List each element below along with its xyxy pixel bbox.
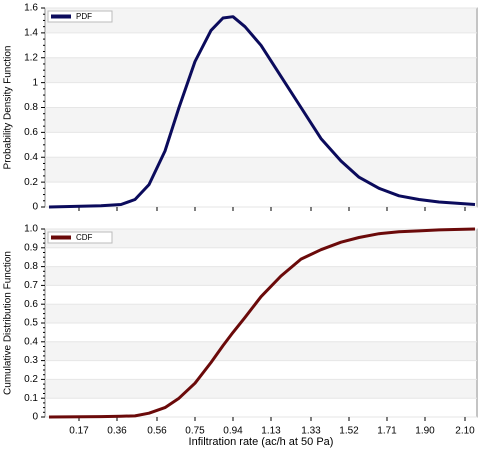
y-axis-label: Cumulative Distribution Function bbox=[3, 251, 14, 395]
y-tick-label: 0.3 bbox=[24, 355, 38, 366]
grid-band bbox=[46, 107, 476, 133]
y-tick-label: 0.2 bbox=[24, 374, 38, 385]
y-tick-label: 1.0 bbox=[24, 224, 38, 235]
x-tick-label: 0.36 bbox=[107, 426, 127, 437]
x-tick-label: 0.56 bbox=[147, 426, 167, 437]
x-tick-label: 0.17 bbox=[69, 426, 89, 437]
y-tick-label: 0 bbox=[32, 202, 38, 213]
grid-band bbox=[46, 57, 476, 83]
x-tick-label: 0.75 bbox=[185, 426, 205, 437]
x-tick-label: 1.33 bbox=[301, 426, 321, 437]
y-tick-label: 0.5 bbox=[24, 318, 38, 329]
y-tick-label: 1 bbox=[32, 77, 38, 88]
x-tick-label: 2.10 bbox=[455, 426, 475, 437]
x-axis-label: Infiltration rate (ac/h at 50 Pa) bbox=[189, 436, 334, 448]
grid-band bbox=[46, 304, 476, 323]
grid-band bbox=[46, 157, 476, 183]
grid-band bbox=[46, 229, 476, 248]
y-tick-label: 1.2 bbox=[24, 52, 38, 63]
y-tick-label: 1.6 bbox=[24, 3, 38, 14]
y-tick-label: 0.2 bbox=[24, 177, 38, 188]
grid-band bbox=[46, 8, 476, 33]
x-tick-label: 1.90 bbox=[415, 426, 435, 437]
grid-band bbox=[46, 266, 476, 286]
y-tick-label: 0.4 bbox=[24, 152, 38, 163]
x-tick-label: 0.94 bbox=[223, 426, 243, 437]
grid-band bbox=[46, 341, 476, 361]
y-tick-label: 0 bbox=[32, 412, 38, 423]
x-tick-label: 1.13 bbox=[261, 426, 281, 437]
legend-box bbox=[47, 231, 113, 244]
y-tick-label: 0.6 bbox=[24, 127, 38, 138]
series-line bbox=[48, 15, 476, 209]
y-tick-label: 0.9 bbox=[24, 242, 38, 253]
y-tick-label: 0.4 bbox=[24, 336, 38, 347]
y-tick-label: 0.8 bbox=[24, 261, 38, 272]
x-tick-label: 1.71 bbox=[377, 426, 397, 437]
legend-label: CDF bbox=[76, 233, 93, 242]
y-tick-label: 0.7 bbox=[24, 280, 38, 291]
x-tick-label: 1.52 bbox=[339, 426, 359, 437]
y-tick-label: 0.6 bbox=[24, 299, 38, 310]
y-axis-label: Probability Density Function bbox=[3, 46, 14, 170]
legend-box bbox=[47, 10, 113, 23]
y-tick-label: 1.4 bbox=[24, 28, 38, 39]
y-tick-label: 0.8 bbox=[24, 102, 38, 113]
series-line bbox=[48, 227, 476, 419]
legend-label: PDF bbox=[76, 12, 92, 21]
y-tick-label: 0.1 bbox=[24, 393, 38, 404]
grid-band bbox=[46, 379, 476, 399]
